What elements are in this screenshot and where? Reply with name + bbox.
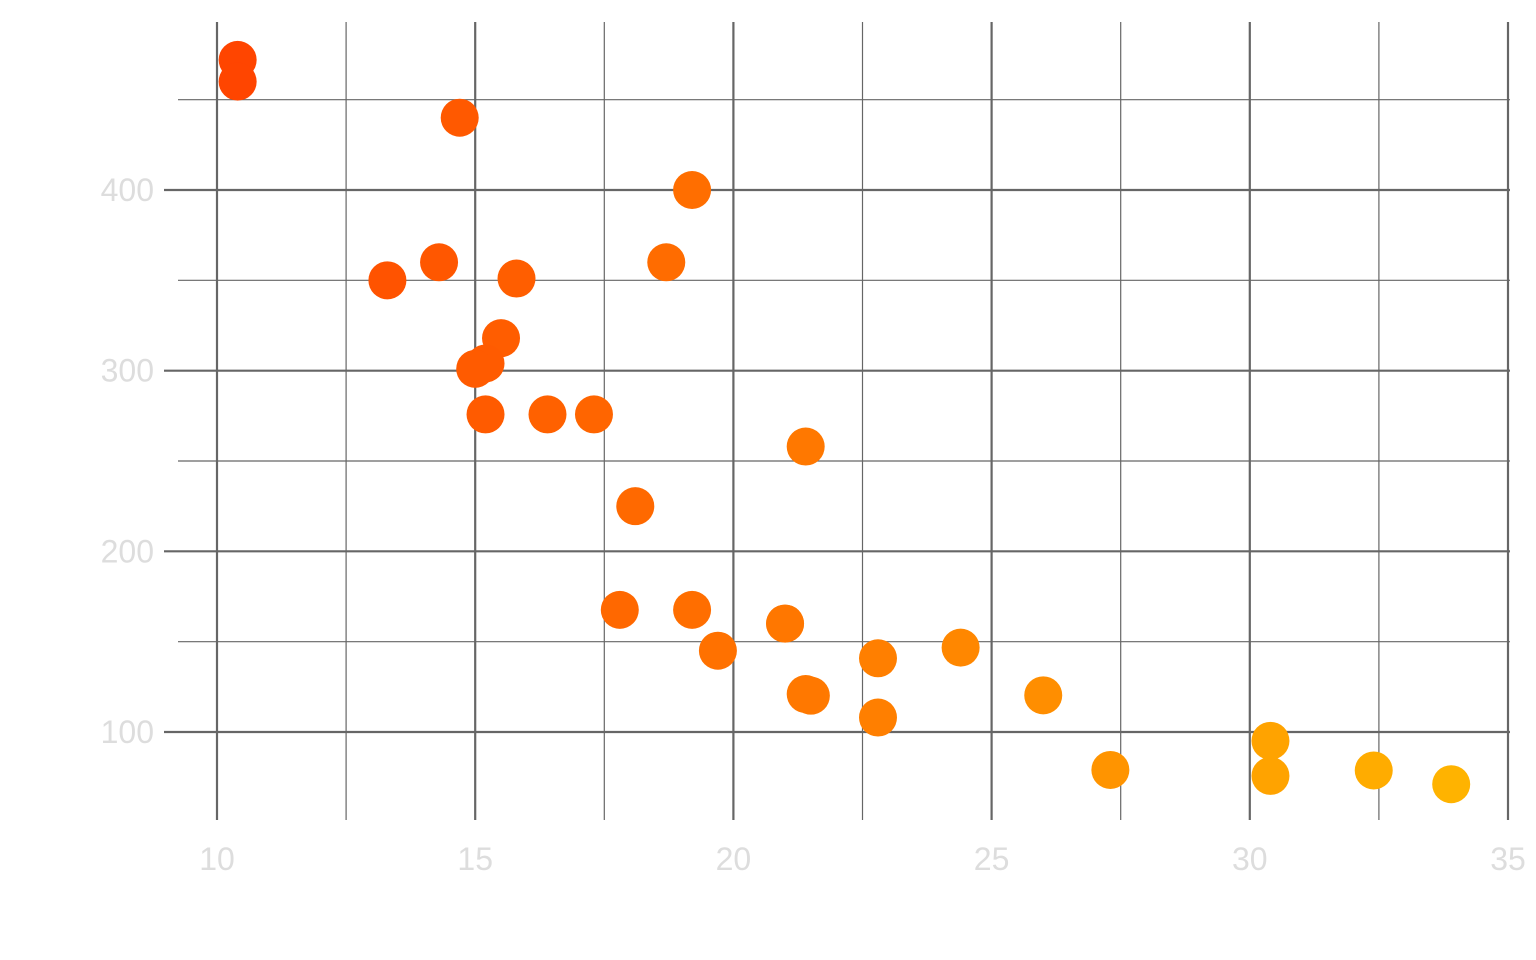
minor-grid (178, 22, 1510, 820)
data-point (858, 698, 897, 737)
x-tick-label: 30 (1232, 841, 1268, 877)
data-point (698, 631, 737, 670)
data-point (466, 395, 505, 434)
data-point (858, 639, 897, 678)
data-point (647, 243, 686, 282)
x-tick-label: 10 (199, 841, 235, 877)
data-point (941, 628, 980, 667)
data-point (528, 395, 567, 434)
x-tick-label: 20 (716, 841, 752, 877)
data-point (616, 487, 655, 526)
x-tick-label: 25 (974, 841, 1010, 877)
y-tick-label: 200 (101, 533, 154, 569)
data-points (218, 40, 1471, 804)
data-point (1091, 750, 1130, 789)
y-tick-label: 400 (101, 172, 154, 208)
data-point (420, 243, 459, 282)
data-point (600, 590, 639, 629)
data-point (1251, 721, 1290, 760)
data-point (1432, 765, 1471, 804)
data-point (368, 261, 407, 300)
data-point (497, 259, 536, 298)
x-tick-label: 35 (1490, 841, 1526, 877)
data-point (786, 675, 825, 714)
data-point (1024, 676, 1063, 715)
y-tick-label: 100 (101, 714, 154, 750)
data-point (218, 62, 257, 101)
y-tick-label: 300 (101, 353, 154, 389)
data-point (766, 604, 805, 643)
data-point (456, 349, 495, 388)
data-point (786, 427, 825, 466)
x-tick-label: 15 (457, 841, 493, 877)
x-axis-ticks: 10 15 20 25 30 35 (199, 841, 1526, 877)
data-point (673, 590, 712, 629)
data-point (440, 98, 479, 137)
data-point (574, 395, 613, 434)
y-axis-ticks: 100 200 300 400 (101, 172, 154, 750)
data-point (673, 171, 712, 209)
major-grid (164, 22, 1510, 820)
data-point (1354, 751, 1393, 790)
data-point (1251, 756, 1290, 795)
